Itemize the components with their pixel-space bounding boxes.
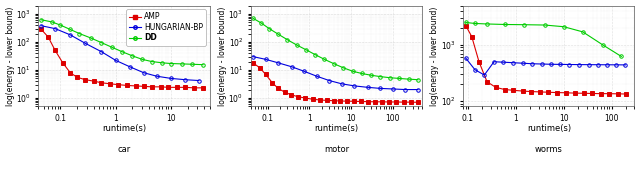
Y-axis label: log(energy - lower bound): log(energy - lower bound) [218,6,227,106]
Y-axis label: log(energy - lower bound): log(energy - lower bound) [431,6,440,106]
X-axis label: runtime(s): runtime(s) [102,124,146,133]
X-axis label: runtime(s): runtime(s) [527,124,571,133]
Y-axis label: log(energy - lower bound): log(energy - lower bound) [6,6,15,106]
Legend: AMP, HUNGARIAN-BP, DD: AMP, HUNGARIAN-BP, DD [126,9,206,45]
X-axis label: runtime(s): runtime(s) [314,124,358,133]
Text: worms: worms [535,145,563,154]
Text: motor: motor [324,145,349,154]
Text: car: car [117,145,131,154]
